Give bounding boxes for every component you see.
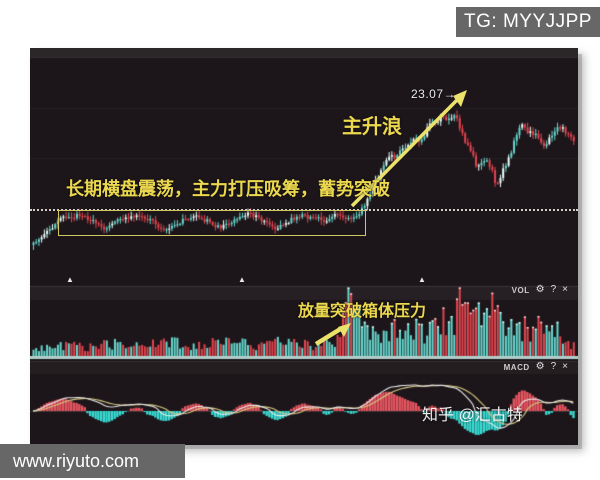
tg-badge: TG: MYYJJPP: [456, 7, 600, 37]
chart-canvas: [30, 48, 578, 445]
gear-icon[interactable]: ⚙: [535, 284, 545, 295]
url-badge: www.riyuto.com: [0, 444, 185, 478]
close-icon[interactable]: ×: [562, 361, 568, 372]
help-icon[interactable]: ?: [550, 284, 557, 295]
close-icon[interactable]: ×: [562, 284, 568, 295]
macd-panel-header: MACD ⚙ ? ×: [504, 362, 568, 372]
help-icon[interactable]: ?: [550, 361, 557, 372]
vol-panel-header: VOL ⚙ ? ×: [512, 285, 568, 295]
gear-icon[interactable]: ⚙: [535, 361, 545, 372]
stock-chart-window: 长期横盘震荡，主力打压吸筹，蓄势突破 主升浪 23.07→ 放量突破箱体压力 ▲…: [30, 48, 578, 445]
url-badge-text: www.riyuto.com: [13, 450, 140, 471]
tg-badge-text: TG: MYYJJPP: [464, 11, 592, 32]
vol-panel-label: VOL: [511, 285, 530, 295]
macd-panel-label: MACD: [503, 362, 530, 372]
